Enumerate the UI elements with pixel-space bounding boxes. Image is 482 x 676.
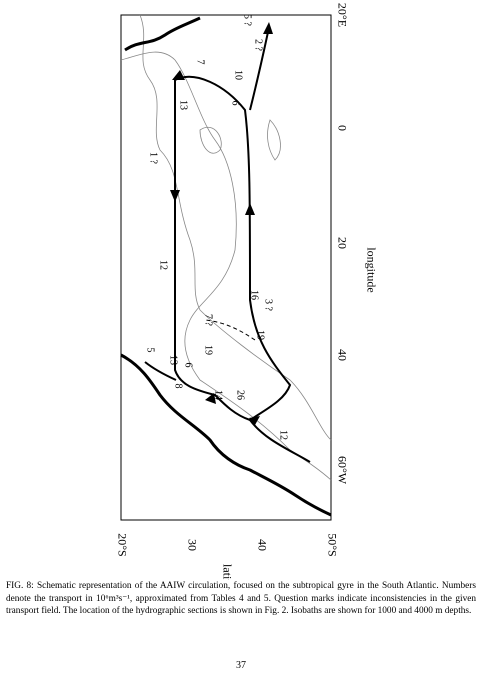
transport-label: 10: [233, 70, 244, 80]
lat-tick-label: 40: [255, 539, 269, 551]
transport-label: 14: [213, 390, 224, 400]
transport-label: 1 ?: [148, 152, 159, 165]
transport-label: 6: [183, 363, 194, 368]
transport-label: 16: [249, 290, 260, 300]
transport-label: 19: [203, 345, 214, 355]
lon-tick-label: 20: [335, 237, 349, 249]
uncertain-path: [204, 319, 256, 341]
map-frame: [120, 14, 332, 521]
transport-label: 2 ?: [253, 39, 264, 52]
lon-tick-label: 40: [335, 349, 349, 361]
transport-label: 5: [145, 348, 156, 353]
transport-label: 6: [230, 101, 241, 106]
figure: 20°E 0 20 40 60°W longitude 20°S 30 40 50°S latitu…: [115, 3, 378, 600]
transport-label: 7 ?: [203, 314, 214, 327]
transport-label: 13: [168, 355, 179, 365]
lon-tick-label: 60°W: [335, 456, 349, 485]
axis-label: latitude: [220, 564, 234, 580]
transport-label: 26: [235, 390, 246, 400]
lat-tick-label: 50°S: [325, 533, 339, 556]
transport-label: 12: [278, 430, 289, 440]
coastlines: [120, 16, 332, 517]
arrows: [170, 22, 273, 425]
transport-label: 13: [178, 100, 189, 110]
transport-label: 12: [158, 260, 169, 270]
transport-label: 5 ?: [242, 14, 253, 27]
transport-label: 7: [195, 60, 206, 65]
caption: FIG. 8: Schematic representation of the …: [6, 581, 476, 616]
lat-tick-label: 30: [185, 539, 199, 551]
lon-tick-label: 0: [335, 125, 349, 131]
lon-tick-label: 20°E: [335, 3, 349, 27]
transport-label: 8: [173, 384, 184, 389]
isobaths: [120, 14, 332, 481]
transport-label: 19: [255, 330, 266, 340]
lat-tick-label: 20°S: [115, 533, 129, 556]
page-number: 37: [236, 660, 246, 671]
transport-label: 3 ?: [263, 299, 274, 312]
gyre-paths: [144, 31, 311, 463]
axis-label: longitude: [364, 247, 378, 292]
